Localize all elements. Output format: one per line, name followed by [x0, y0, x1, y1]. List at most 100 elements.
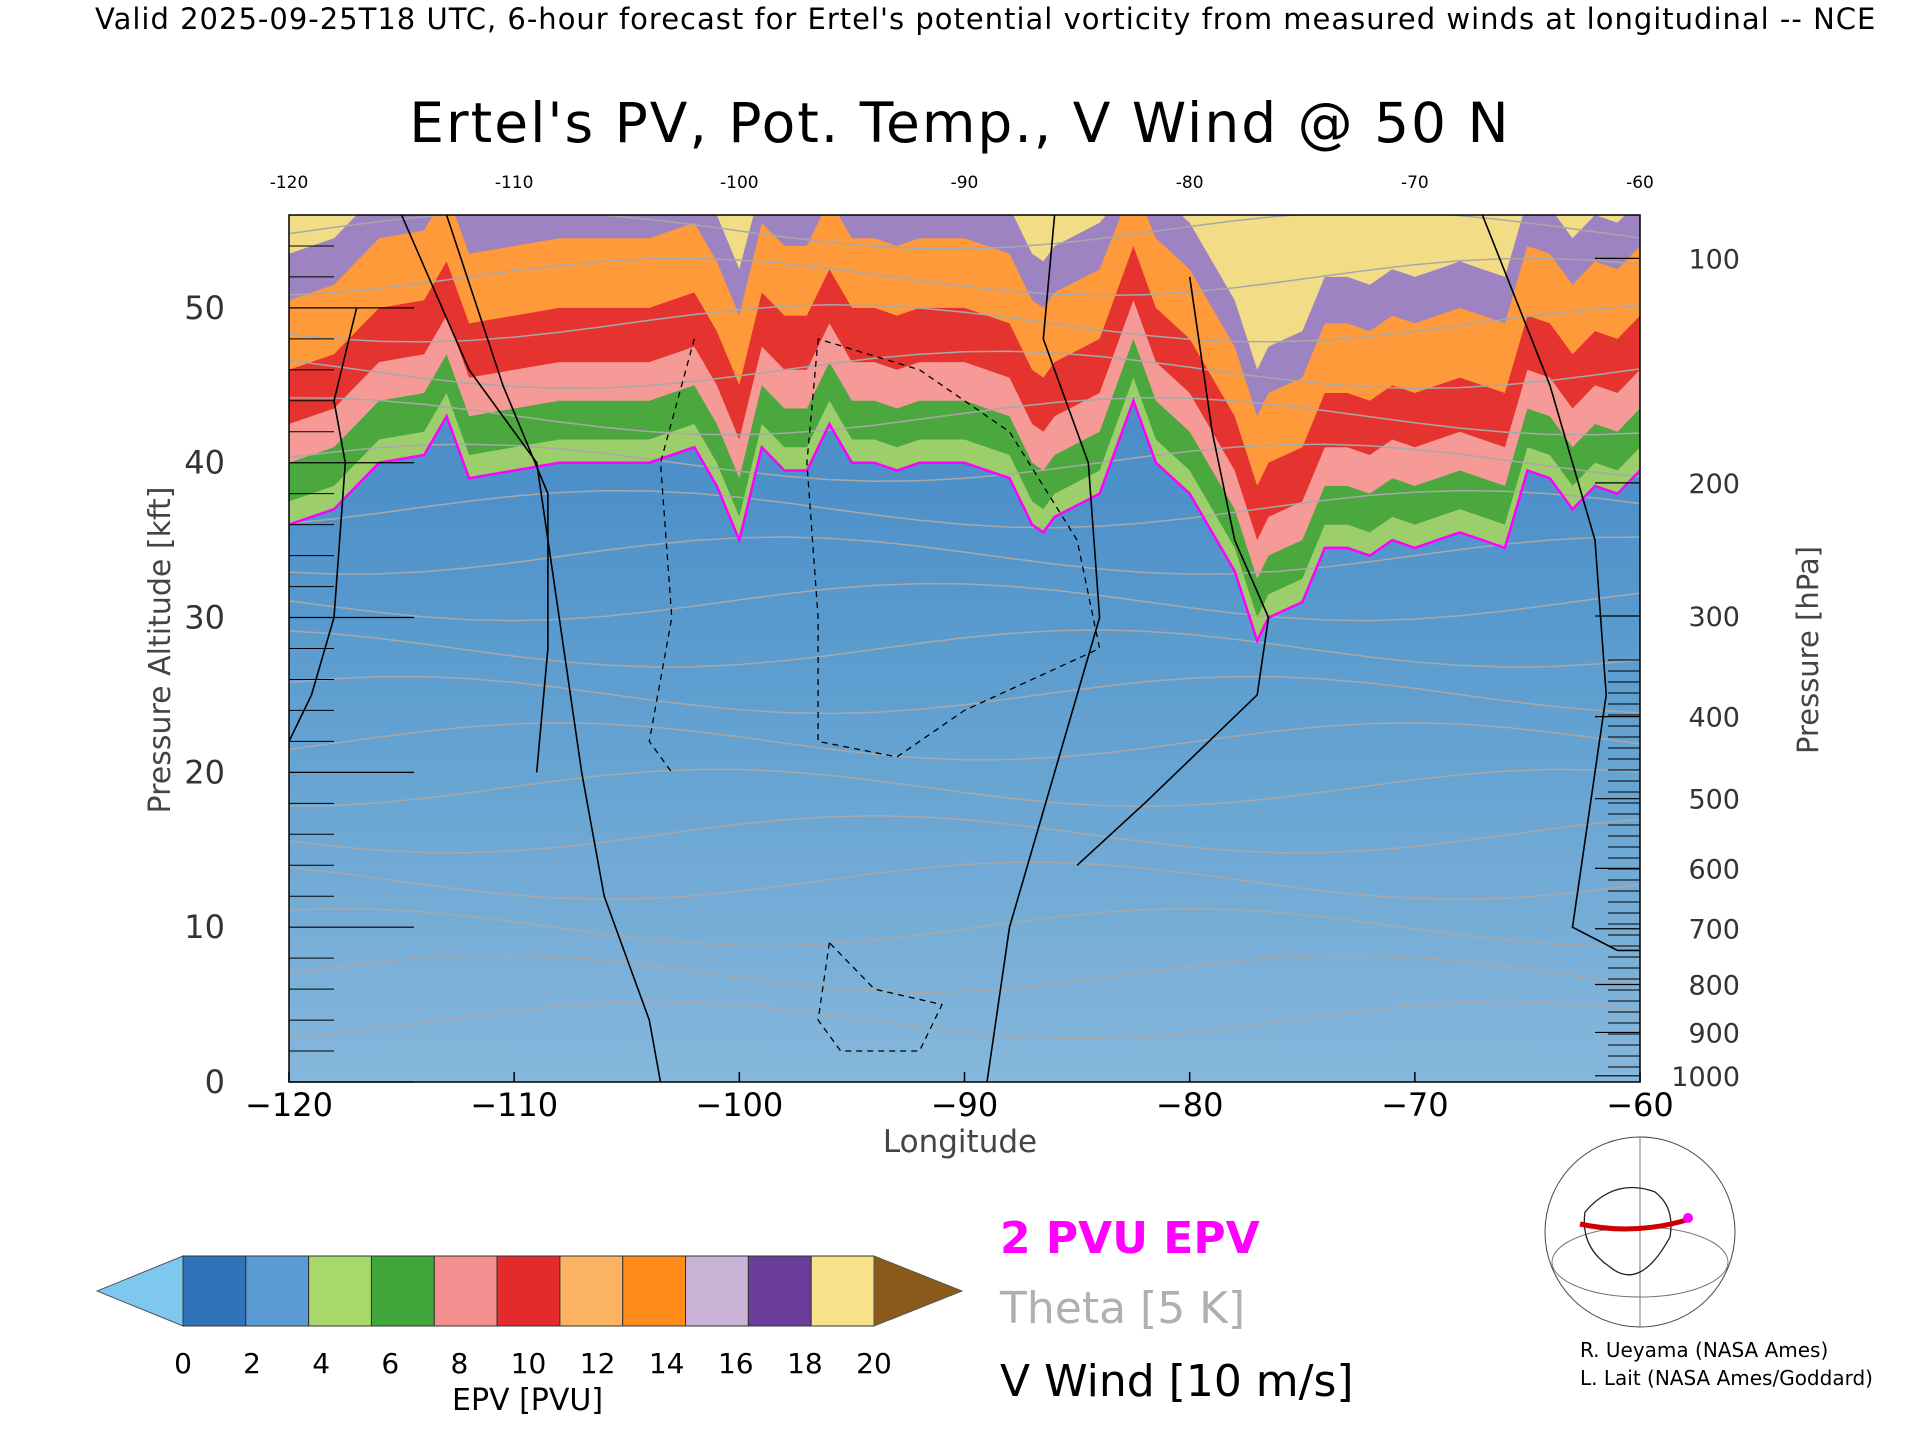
- y2-tick-label: 800: [1688, 970, 1740, 1001]
- colorbar-tick-label: 2: [243, 1347, 262, 1380]
- y2-tick-label: 900: [1688, 1018, 1740, 1049]
- colorbar-segment: [370, 1255, 435, 1327]
- colorbar-tick-label: 12: [579, 1347, 616, 1380]
- theta-contour: [289, 304, 1640, 343]
- theta-contour: [289, 582, 1640, 622]
- x-tick-label: −90: [931, 1086, 999, 1124]
- x-axis-label: Longitude: [883, 1124, 1037, 1160]
- v-wind-contour: [1481, 215, 1640, 952]
- colorbar-segment: [685, 1255, 749, 1327]
- y2-tick-label: 400: [1688, 703, 1740, 734]
- y-tick-label: 0: [205, 1063, 225, 1101]
- theta-contour: [289, 629, 1640, 668]
- theta-contour: [289, 536, 1640, 575]
- x-top-tick-label: -60: [1626, 173, 1654, 193]
- x-tick-label: −120: [245, 1086, 333, 1124]
- colorbar-segment: [810, 1255, 875, 1327]
- v-wind-contour: [445, 215, 549, 773]
- colorbar-tick-label: 16: [717, 1347, 754, 1380]
- colorbar-under-arrow: [95, 1255, 184, 1327]
- legend-v-wind: V Wind [10 m/s]: [1000, 1356, 1354, 1407]
- y2-tick-label: 100: [1688, 244, 1740, 275]
- theta-contour: [289, 907, 1640, 947]
- legend-theta: Theta [5 K]: [1000, 1283, 1246, 1334]
- colorbar-tick-label: 8: [450, 1347, 469, 1380]
- colorbar-over-arrow: [873, 1255, 964, 1327]
- v-wind-neg-contour: [806, 338, 1101, 758]
- colorbar-segment: [433, 1255, 498, 1327]
- legend-2pvu: 2 PVU EPV: [1000, 1213, 1260, 1264]
- x-tick-label: −70: [1381, 1086, 1449, 1124]
- colorbar-segment: [182, 1255, 247, 1327]
- theta-contour: [289, 861, 1640, 901]
- credit-lait: L. Lait (NASA Ames/Goddard): [1580, 1366, 1873, 1390]
- x-tick-label: −60: [1606, 1086, 1674, 1124]
- x-top-tick-label: -120: [270, 173, 309, 193]
- y-tick-label: 10: [184, 908, 225, 946]
- theta-contour: [289, 954, 1640, 993]
- colorbar-tick-label: 4: [312, 1347, 331, 1380]
- y-tick-label: 40: [184, 444, 225, 482]
- x-top-tick-label: -70: [1401, 173, 1429, 193]
- theta-contour: [289, 257, 1640, 297]
- colorbar-segment: [308, 1255, 372, 1327]
- chart-title: Ertel's PV, Pot. Temp., V Wind @ 50 N: [409, 91, 1510, 155]
- colorbar-segment: [747, 1255, 812, 1327]
- colorbar-tick-label: 20: [856, 1347, 892, 1380]
- colorbar-segment: [496, 1255, 561, 1327]
- colorbar-segment: [245, 1255, 310, 1327]
- colorbar-tick-label: 18: [787, 1347, 823, 1380]
- tropopause-2pvu-line: [289, 397, 1640, 645]
- y2-tick-label: 1000: [1671, 1062, 1740, 1093]
- v-wind-contour: [400, 215, 662, 1082]
- theta-contour: [289, 814, 1640, 854]
- y2-tick-label: 500: [1688, 785, 1740, 816]
- pv-band-6: [289, 215, 1625, 370]
- x-top-tick-label: -90: [951, 173, 979, 193]
- y2-tick-label: 200: [1688, 469, 1740, 500]
- globe-marker: [1683, 1213, 1693, 1223]
- v-wind-neg-contour: [648, 338, 695, 773]
- credit-ueyama: R. Ueyama (NASA Ames): [1580, 1338, 1829, 1362]
- y-tick-label: 20: [184, 753, 225, 791]
- x-tick-label: −110: [470, 1086, 558, 1124]
- x-top-tick-label: -110: [495, 173, 534, 193]
- x-top-tick-label: -100: [720, 173, 759, 193]
- theta-contour: [289, 1000, 1640, 1040]
- x-tick-label: −100: [695, 1086, 783, 1124]
- v-wind-contour: [289, 307, 358, 742]
- pv-field: [289, 215, 1640, 1082]
- x-tick-label: −80: [1156, 1086, 1224, 1124]
- theta-contour: [289, 215, 1640, 250]
- y-axis-label: Pressure Altitude [kft]: [143, 487, 178, 814]
- theta-contour: [289, 350, 1640, 390]
- colorbar-tick-label: 6: [381, 1347, 400, 1380]
- theta-contour: [289, 443, 1640, 482]
- y2-axis-label: Pressure [hPa]: [1791, 546, 1825, 754]
- theta-contour: [289, 489, 1640, 529]
- location-map: [1544, 1136, 1736, 1328]
- colorbar-segment: [622, 1255, 687, 1327]
- v-wind-contour: [986, 215, 1101, 1082]
- y2-tick-label: 300: [1688, 602, 1740, 633]
- theta-contour: [289, 722, 1640, 761]
- theta-contour: [289, 675, 1640, 715]
- v-wind-contour: [1076, 276, 1270, 866]
- x-top-tick-label: -80: [1176, 173, 1204, 193]
- theta-contour: [289, 768, 1640, 808]
- y-tick-label: 50: [184, 289, 225, 327]
- colorbar-title: EPV [PVU]: [452, 1383, 604, 1418]
- colorbar-segment: [559, 1255, 624, 1327]
- y2-tick-label: 600: [1688, 854, 1740, 885]
- colorbar: [95, 1255, 964, 1327]
- globe-coastline: [1583, 1186, 1672, 1276]
- colorbar-tick-label: 0: [174, 1347, 192, 1380]
- colorbar-tick-label: 14: [648, 1347, 685, 1380]
- v-wind-neg-contour: [817, 942, 943, 1052]
- y-tick-label: 30: [184, 599, 225, 637]
- y2-tick-label: 700: [1688, 915, 1740, 946]
- forecast-header: Valid 2025-09-25T18 UTC, 6-hour forecast…: [95, 2, 1877, 36]
- theta-contour: [289, 396, 1640, 436]
- colorbar-tick-label: 10: [510, 1347, 547, 1380]
